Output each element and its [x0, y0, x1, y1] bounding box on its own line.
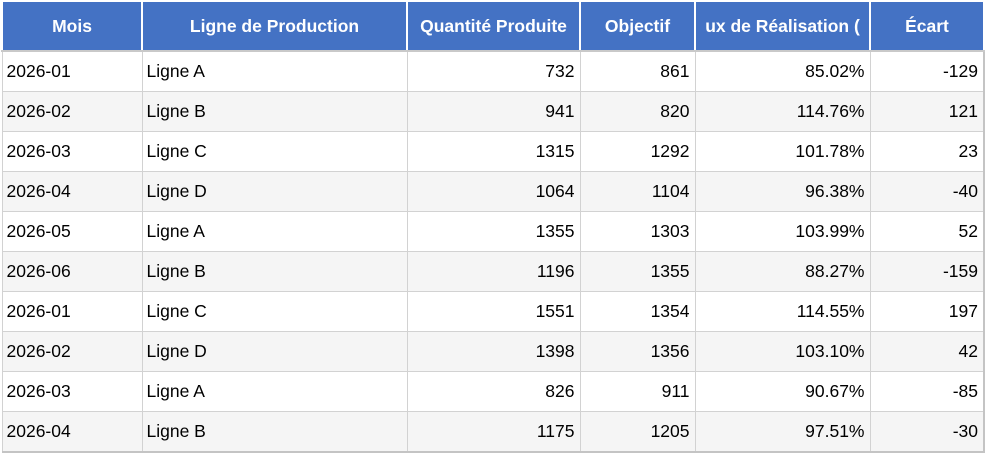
table-cell: Ligne C	[141, 131, 408, 172]
table-cell: 1356	[579, 331, 696, 372]
table-cell: 103.10%	[694, 331, 871, 372]
table-cell: 101.78%	[694, 131, 871, 172]
column-header-0: Mois	[1, 0, 143, 52]
table-cell: 1175	[406, 411, 581, 453]
table-row: 2026-01 Ligne A 732 861 85.02% -129	[1, 50, 985, 92]
table-body: 2026-01 Ligne A 732 861 85.02% -129 2026-02 Lig…	[1, 50, 985, 453]
table-cell: 2026-06	[1, 251, 143, 292]
table-cell: 2026-03	[1, 131, 143, 172]
table-cell: 197	[869, 291, 985, 332]
table-cell: 1398	[406, 331, 581, 372]
table-row: 2026-01 Ligne C 1551 1354 114.55% 197	[1, 291, 985, 332]
table-cell: 1303	[579, 211, 696, 252]
table-cell: -85	[869, 371, 985, 412]
table-cell: 1064	[406, 171, 581, 212]
column-header-5: Écart	[869, 0, 985, 52]
table-cell: 1104	[579, 171, 696, 212]
table-cell: 23	[869, 131, 985, 172]
table-cell: 732	[406, 50, 581, 92]
table-cell: 1355	[406, 211, 581, 252]
table-cell: 2026-03	[1, 371, 143, 412]
table-cell: 121	[869, 91, 985, 132]
table-cell: Ligne A	[141, 211, 408, 252]
table-cell: 2026-02	[1, 91, 143, 132]
table-row: 2026-04 Ligne D 1064 1104 96.38% -40	[1, 171, 985, 212]
table-cell: 103.99%	[694, 211, 871, 252]
header-row: Mois Ligne de Production Quantité Produite…	[1, 0, 985, 52]
table-cell: 96.38%	[694, 171, 871, 212]
table-cell: -40	[869, 171, 985, 212]
table-row: 2026-03 Ligne C 1315 1292 101.78% 23	[1, 131, 985, 172]
table-cell: 114.55%	[694, 291, 871, 332]
table-cell: 1355	[579, 251, 696, 292]
table-row: 2026-06 Ligne B 1196 1355 88.27% -159	[1, 251, 985, 292]
table-cell: 941	[406, 91, 581, 132]
table-cell: Ligne A	[141, 50, 408, 92]
table-cell: 820	[579, 91, 696, 132]
table-cell: 2026-04	[1, 411, 143, 453]
table-cell: 826	[406, 371, 581, 412]
table-cell: 2026-05	[1, 211, 143, 252]
table-cell: 1292	[579, 131, 696, 172]
table-cell: Ligne B	[141, 411, 408, 453]
column-header-3: Objectif	[579, 0, 696, 52]
table-row: 2026-03 Ligne A 826 911 90.67% -85	[1, 371, 985, 412]
table-cell: 85.02%	[694, 50, 871, 92]
table-row: 2026-02 Ligne D 1398 1356 103.10% 42	[1, 331, 985, 372]
table-cell: 861	[579, 50, 696, 92]
table-cell: 2026-02	[1, 331, 143, 372]
table-cell: Ligne B	[141, 91, 408, 132]
table-cell: 52	[869, 211, 985, 252]
table-cell: 2026-01	[1, 291, 143, 332]
table-cell: Ligne B	[141, 251, 408, 292]
table-cell: 1551	[406, 291, 581, 332]
table-cell: -129	[869, 50, 985, 92]
table-row: 2026-04 Ligne B 1175 1205 97.51% -30	[1, 411, 985, 453]
table-cell: 1354	[579, 291, 696, 332]
table-cell: 90.67%	[694, 371, 871, 412]
table-cell: -30	[869, 411, 985, 453]
table-cell: 911	[579, 371, 696, 412]
table-cell: Ligne A	[141, 371, 408, 412]
table-cell: 42	[869, 331, 985, 372]
table-cell: 88.27%	[694, 251, 871, 292]
table-cell: 1205	[579, 411, 696, 453]
column-header-2: Quantité Produite	[406, 0, 581, 52]
table-row: 2026-02 Ligne B 941 820 114.76% 121	[1, 91, 985, 132]
column-header-4: ux de Réalisation (	[694, 0, 871, 52]
table-cell: 2026-04	[1, 171, 143, 212]
table-cell: Ligne D	[141, 171, 408, 212]
table-row: 2026-05 Ligne A 1355 1303 103.99% 52	[1, 211, 985, 252]
table-cell: 2026-01	[1, 50, 143, 92]
table-cell: 114.76%	[694, 91, 871, 132]
table-cell: Ligne C	[141, 291, 408, 332]
table-cell: 1315	[406, 131, 581, 172]
table-cell: 1196	[406, 251, 581, 292]
table-cell: 97.51%	[694, 411, 871, 453]
table-cell: Ligne D	[141, 331, 408, 372]
table-cell: -159	[869, 251, 985, 292]
column-header-1: Ligne de Production	[141, 0, 408, 52]
